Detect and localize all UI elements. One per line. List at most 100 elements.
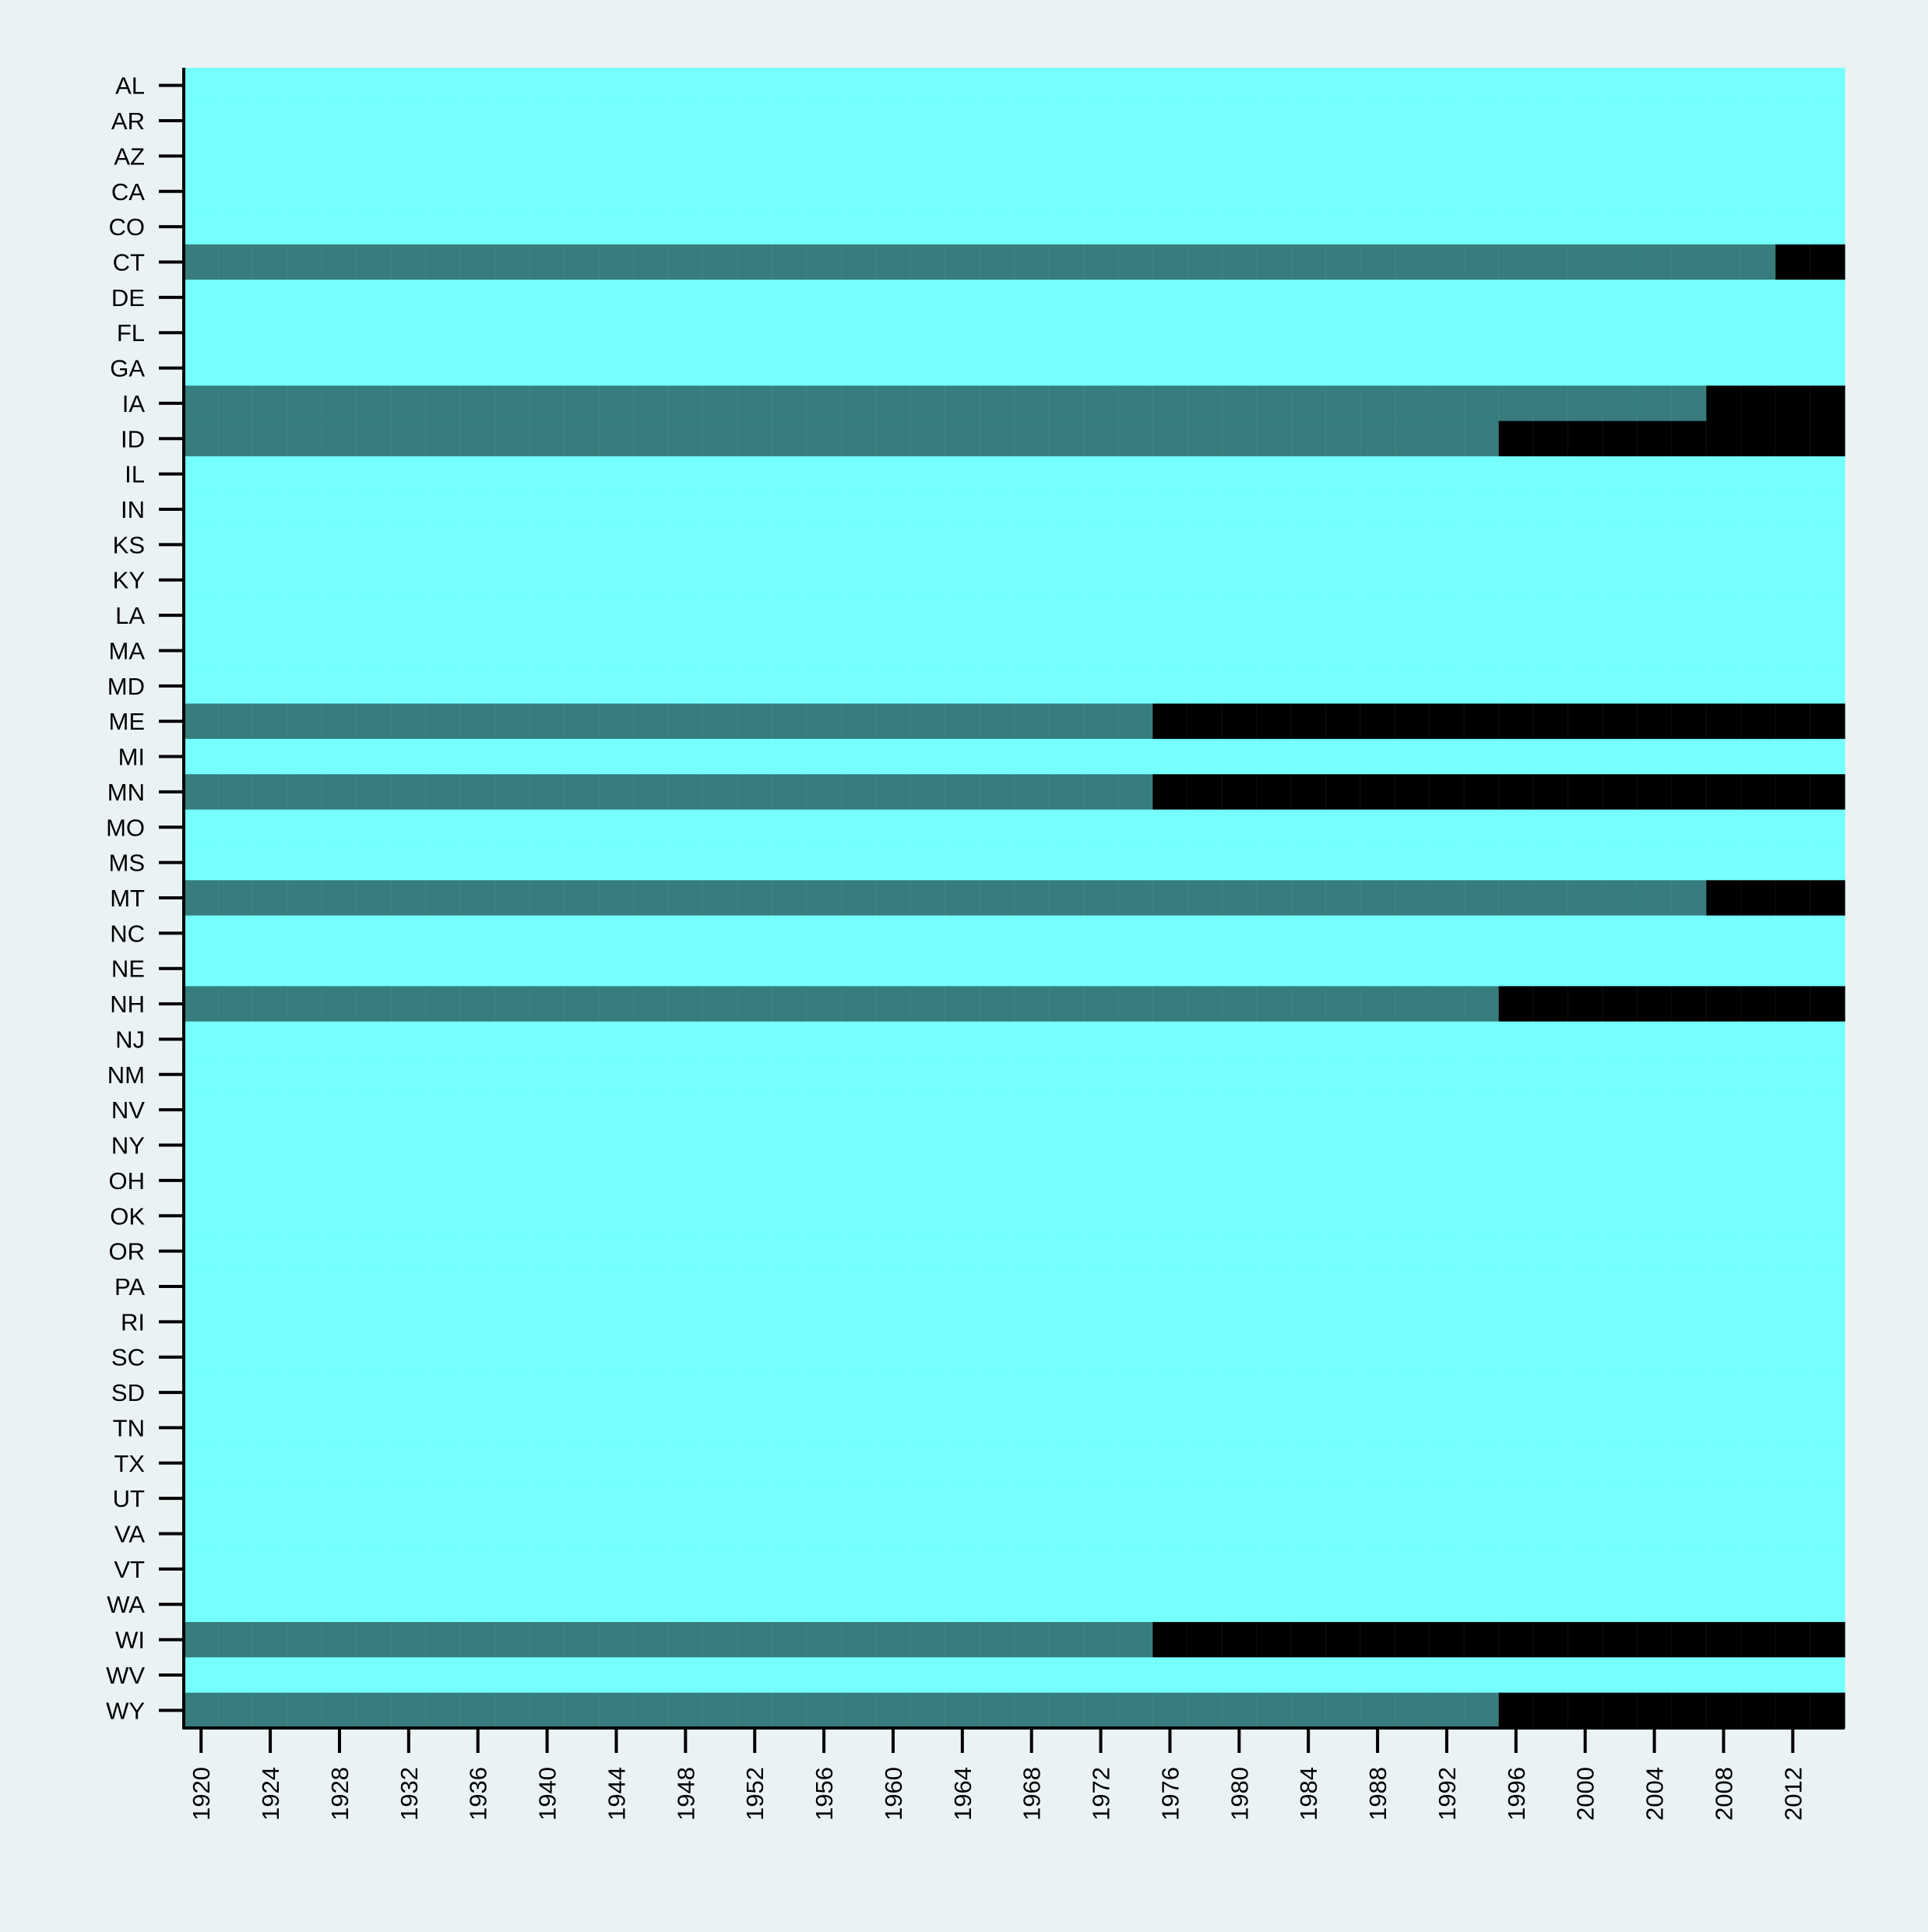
heatmap-cell-mt-1	[1706, 880, 1845, 917]
heatmap-cells	[184, 68, 1845, 1729]
heatmap-cell-ks-0	[184, 526, 1845, 563]
heatmap-cell-mn-1	[1152, 774, 1845, 811]
y-tick-label-tx: TX	[114, 1450, 145, 1477]
heatmap-cell-va-0	[184, 1515, 1845, 1552]
heatmap-cell-co-0	[184, 209, 1845, 245]
y-tick-label-ny: NY	[111, 1132, 145, 1160]
heatmap-cell-ri-0	[184, 1304, 1845, 1340]
y-tick-label-nv: NV	[111, 1096, 145, 1124]
x-tick-label-1964: 1964	[949, 1767, 976, 1821]
y-tick-label-ms: MS	[109, 850, 146, 877]
heatmap-cell-me-0	[184, 703, 1153, 740]
heatmap-cell-il-0	[184, 456, 1845, 492]
heatmap-cell-ct-0	[184, 244, 1776, 280]
heatmap-cell-ne-0	[184, 951, 1845, 987]
y-tick-label-me: ME	[109, 708, 146, 735]
heatmap-cell-ca-0	[184, 174, 1845, 210]
heatmap-cell-md-0	[184, 668, 1845, 705]
heatmap-cell-me-1	[1152, 703, 1845, 740]
y-tick-label-ma: MA	[109, 637, 146, 664]
y-tick-label-nj: NJ	[115, 1026, 145, 1053]
heatmap-cell-or-0	[184, 1233, 1845, 1269]
x-tick-label-2012: 2012	[1779, 1767, 1807, 1821]
heatmap-cell-id-0	[184, 421, 1500, 457]
heatmap-cell-az-0	[184, 138, 1845, 174]
y-tick-label-va: VA	[114, 1521, 145, 1548]
x-tick-label-1924: 1924	[257, 1767, 284, 1821]
heatmap-cell-ma-0	[184, 632, 1845, 669]
x-tick-label-1996: 1996	[1503, 1767, 1530, 1821]
heatmap-cell-ar-0	[184, 103, 1845, 139]
heatmap-cell-ok-0	[184, 1198, 1845, 1234]
y-tick-label-md: MD	[107, 673, 145, 700]
x-tick-label-1972: 1972	[1088, 1767, 1115, 1821]
heatmap-cell-ny-0	[184, 1127, 1845, 1163]
y-tick-label-fl: FL	[117, 319, 145, 347]
heatmap-cell-ct-1	[1775, 244, 1845, 280]
y-tick-label-mt: MT	[110, 885, 145, 912]
heatmap-cell-nv-0	[184, 1092, 1845, 1128]
heatmap-cell-ga-0	[184, 350, 1845, 386]
y-tick-label-wy: WY	[106, 1697, 145, 1724]
heatmap-cell-wi-0	[184, 1621, 1153, 1658]
heatmap-cell-wv-0	[184, 1657, 1845, 1694]
y-tick-label-ga: GA	[110, 355, 145, 382]
heatmap-cell-sd-0	[184, 1374, 1845, 1411]
y-tick-label-nc: NC	[110, 920, 145, 947]
x-tick-label-1988: 1988	[1364, 1767, 1391, 1821]
heatmap-cell-id-1	[1498, 421, 1845, 457]
heatmap-cell-mt-0	[184, 880, 1707, 917]
y-tick-label-vt: VT	[114, 1556, 145, 1583]
heatmap-cell-tn-0	[184, 1409, 1845, 1446]
y-tick-label-or: OR	[109, 1238, 146, 1265]
y-tick-label-ar: AR	[111, 107, 145, 135]
y-tick-label-wa: WA	[107, 1591, 145, 1618]
x-tick-label-1968: 1968	[1019, 1767, 1046, 1821]
heatmap-cell-nm-0	[184, 1057, 1845, 1093]
heatmap-cell-ia-1	[1706, 385, 1845, 422]
x-tick-label-1976: 1976	[1156, 1767, 1184, 1821]
heatmap-cell-wi-1	[1152, 1621, 1845, 1658]
y-tick-label-ne: NE	[111, 955, 145, 983]
heatmap-gridlines	[217, 68, 1811, 1728]
heatmap-cell-la-0	[184, 597, 1845, 634]
heatmap-cell-de-0	[184, 280, 1845, 316]
heatmap-cell-pa-0	[184, 1269, 1845, 1305]
x-tick-label-2000: 2000	[1572, 1767, 1599, 1821]
x-tick-label-1944: 1944	[603, 1767, 630, 1821]
x-tick-label-1920: 1920	[188, 1767, 215, 1821]
x-tick-label-1932: 1932	[396, 1767, 423, 1821]
y-tick-label-sd: SD	[111, 1379, 145, 1406]
x-tick-label-2008: 2008	[1710, 1767, 1737, 1821]
y-tick-label-nm: NM	[107, 1061, 145, 1089]
y-tick-label-wi: WI	[115, 1627, 145, 1654]
y-tick-label-id: ID	[121, 425, 145, 452]
heatmap-cell-al-0	[184, 68, 1845, 104]
heatmap-cell-ut-0	[184, 1480, 1845, 1517]
y-tick-label-sc: SC	[111, 1344, 145, 1371]
heatmap-cell-fl-0	[184, 315, 1845, 351]
heatmap-cell-mo-0	[184, 809, 1845, 846]
y-tick-label-il: IL	[125, 461, 145, 488]
y-axis: AL AR AZ CA CO CT DE FL GA IA ID IL IN KS KY LA MA MD ME MI…	[106, 68, 185, 1730]
y-tick-label-ky: KY	[113, 567, 145, 594]
heatmap-cell-wa-0	[184, 1586, 1845, 1623]
x-tick-label-1928: 1928	[326, 1767, 354, 1821]
y-tick-label-ri: RI	[121, 1308, 145, 1336]
heatmap-cell-nc-0	[184, 915, 1845, 952]
y-tick-label-ia: IA	[122, 390, 146, 417]
y-tick-label-la: LA	[115, 602, 145, 629]
heatmap-cell-mi-0	[184, 738, 1845, 775]
y-tick-label-tn: TN	[113, 1414, 145, 1441]
heatmap-cell-tx-0	[184, 1445, 1845, 1482]
x-axis: 1920 1924 1928 1932 1936 1940 1944 1948 1952 1956…	[182, 1726, 1845, 1821]
y-tick-label-ca: CA	[111, 178, 145, 206]
heatmap-cell-ms-0	[184, 844, 1845, 881]
y-tick-label-al: AL	[115, 72, 145, 100]
y-tick-label-ut: UT	[113, 1485, 145, 1512]
heatmap-cell-vt-0	[184, 1551, 1845, 1588]
heatmap-cell-ky-0	[184, 562, 1845, 599]
heatmap-cell-nj-0	[184, 1021, 1845, 1057]
